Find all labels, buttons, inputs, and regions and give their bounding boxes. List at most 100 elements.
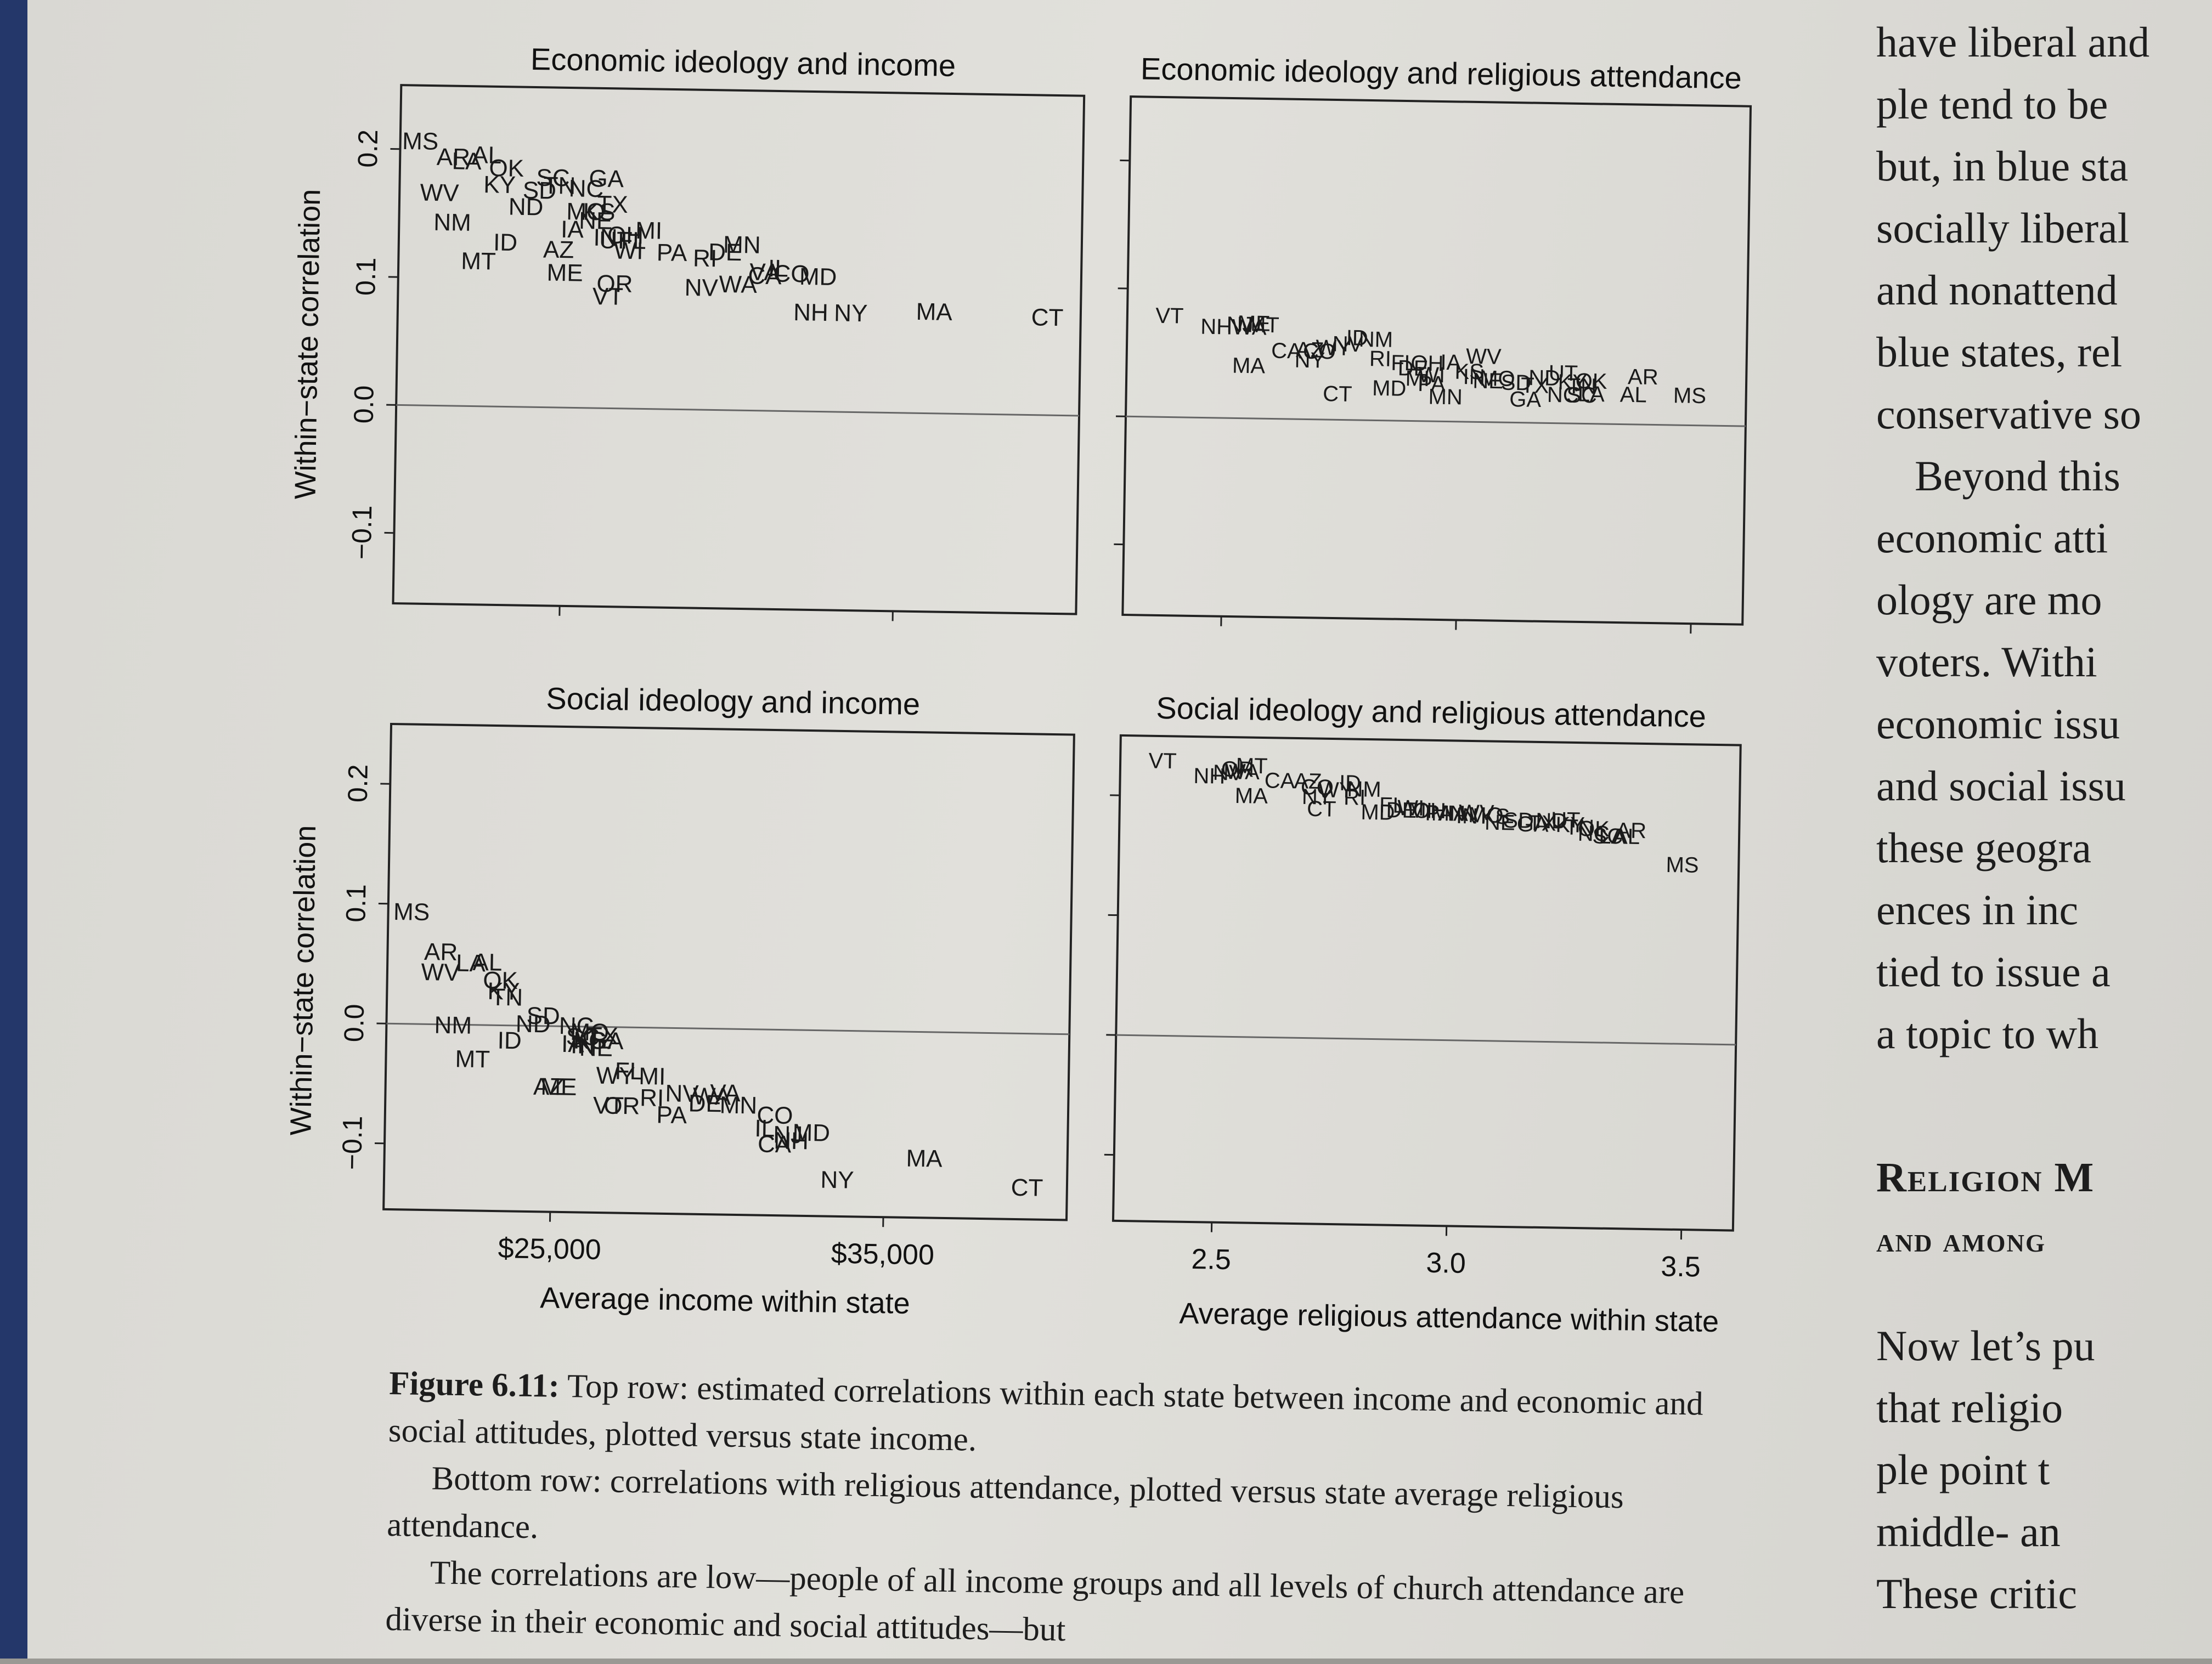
y-tick-label: −0.1 (336, 1116, 368, 1170)
right-column-line: Beyond this (1876, 445, 2212, 507)
state-point-ms: MS (1673, 383, 1707, 408)
x-tick-label: 3.5 (1661, 1250, 1701, 1283)
right-column-paragraph-line: Now let’s pu (1876, 1315, 2212, 1377)
state-point-mn: MN (719, 1091, 757, 1119)
state-point-ri: RI (1369, 347, 1392, 371)
state-point-wv: WV (1466, 344, 1502, 369)
state-point-mt: MT (455, 1045, 490, 1073)
state-point-nm: NM (433, 209, 471, 236)
right-column-line: conservative so (1876, 383, 2212, 445)
right-column-line: have liberal and (1876, 11, 2212, 73)
state-point-id: ID (493, 229, 518, 256)
right-column-line: these geogra (1876, 817, 2212, 879)
right-column-line: a topic to wh (1876, 1003, 2212, 1065)
panel-title: Social ideology and religious attendance (1156, 690, 1706, 734)
right-column-line: ple tend to be (1876, 73, 2212, 135)
right-column-line: economic atti (1876, 507, 2212, 569)
x-tick-label: $25,000 (498, 1232, 601, 1266)
state-point-ct: CT (1031, 304, 1063, 331)
state-point-tn: TN (490, 984, 523, 1011)
state-point-ga: GA (589, 165, 624, 193)
y-tick-label: 0.1 (350, 257, 381, 296)
right-column-line: ology are mo (1876, 569, 2212, 631)
state-point-mt: MT (461, 248, 496, 275)
zero-reference-line (1126, 416, 1746, 426)
right-column-line: and nonattend (1876, 259, 2212, 321)
state-point-me: ME (546, 259, 583, 287)
state-point-ma: MA (1235, 784, 1268, 808)
y-tick-label: 0.2 (342, 764, 374, 802)
state-point-la: LA (1577, 382, 1605, 406)
state-point-wv: WV (420, 179, 459, 207)
state-point-ms: MS (1666, 853, 1699, 878)
state-point-ca: CA (1265, 768, 1296, 793)
y-axis-label-top: Within−state correlation (289, 189, 326, 500)
x-tick-label: 2.5 (1191, 1243, 1231, 1276)
right-column-line: economic issu (1876, 693, 2212, 755)
right-column-paragraph-line: middle- an (1876, 1501, 2212, 1563)
scatter-panel-4: Social ideology and religious attendance… (1102, 690, 1741, 1284)
state-point-sc: SC (536, 165, 570, 192)
figure-number: Figure 6.11: (389, 1365, 560, 1405)
scatter-panel-3: Social ideology and income −0.1 0.0 0.1 0.2 $… (335, 678, 1075, 1274)
y-tick-label: 0.0 (338, 1004, 370, 1042)
state-point-md: MD (799, 263, 837, 291)
state-point-me: ME (540, 1073, 577, 1101)
state-point-ma: MA (906, 1145, 943, 1173)
state-point-ar: AR (1628, 365, 1658, 389)
scatter-panel-1: Economic ideology and income −0.1 0.0 0.1 0.… (345, 39, 1085, 624)
panel-title: Social ideology and income (546, 681, 921, 721)
state-point-ct: CT (1011, 1174, 1043, 1202)
state-point-ny: NY (834, 299, 868, 327)
right-column-line: blue states, rel (1876, 321, 2212, 383)
x-axis-label-income: Average income within state (540, 1281, 910, 1320)
right-column-line: tied to issue a (1876, 941, 2212, 1003)
state-point-vt: VT (592, 283, 623, 310)
right-column-line: ences in inc (1876, 879, 2212, 941)
y-tick-label: 0.2 (352, 129, 383, 168)
caption-line-1: Top row: estimated correlations within e… (388, 1368, 1703, 1458)
right-column-line: socially liberal (1876, 197, 2212, 259)
state-point-la: LA (452, 148, 482, 175)
figure-6-11: Economic ideology and income −0.1 0.0 0.1 0.… (27, 0, 1838, 1349)
state-point-ar: AR (1616, 818, 1646, 843)
right-column-line: and social issu (1876, 755, 2212, 817)
state-point-ms: MS (402, 128, 439, 155)
panel-title: Economic ideology and income (531, 42, 956, 83)
state-point-mn: MN (1428, 385, 1463, 410)
section-heading-line-1: Religion M (1876, 1147, 2212, 1209)
state-point-ny: NY (820, 1167, 854, 1194)
y-tick-label: 0.0 (348, 385, 380, 423)
right-column-paragraph-line: that religio (1876, 1377, 2212, 1439)
x-tick-label: 3.0 (1426, 1247, 1466, 1280)
y-tick-label: 0.1 (340, 884, 371, 922)
state-point-nm: NM (434, 1012, 472, 1039)
state-point-nh: NH (774, 1127, 809, 1154)
zero-reference-line (1116, 1035, 1736, 1045)
book-page: Economic ideology and income −0.1 0.0 0.1 0.… (27, 0, 2212, 1659)
state-point-ut: UT (599, 227, 631, 254)
x-axis-label-attendance: Average religious attendance within stat… (1179, 1297, 1719, 1338)
state-point-nh: NH (793, 299, 828, 326)
section-heading-line-2: and among (1876, 1209, 2212, 1271)
state-point-id: ID (497, 1027, 522, 1055)
state-point-vt: VT (1155, 304, 1184, 329)
state-point-mt: MT (1248, 313, 1279, 337)
panel-title: Economic ideology and religious attendan… (1141, 51, 1742, 95)
right-column-line: voters. Withi (1876, 631, 2212, 693)
state-point-nv: NV (684, 274, 719, 302)
state-point-nd: ND (508, 194, 543, 221)
state-point-ma: MA (916, 298, 952, 326)
state-point-ct: CT (1323, 382, 1352, 406)
state-point-mn: MN (723, 231, 761, 259)
state-point-pa: PA (656, 239, 687, 267)
state-point-wv: WV (421, 959, 460, 986)
zero-reference-line (386, 1023, 1069, 1034)
x-tick-label: $35,000 (831, 1238, 935, 1271)
y-axis-label-bottom: Within−state correlation (284, 825, 322, 1136)
state-point-or: OR (603, 1093, 640, 1120)
y-tick-label: −0.1 (346, 505, 378, 560)
state-point-ma: MA (1232, 354, 1266, 378)
zero-reference-line (396, 405, 1079, 416)
